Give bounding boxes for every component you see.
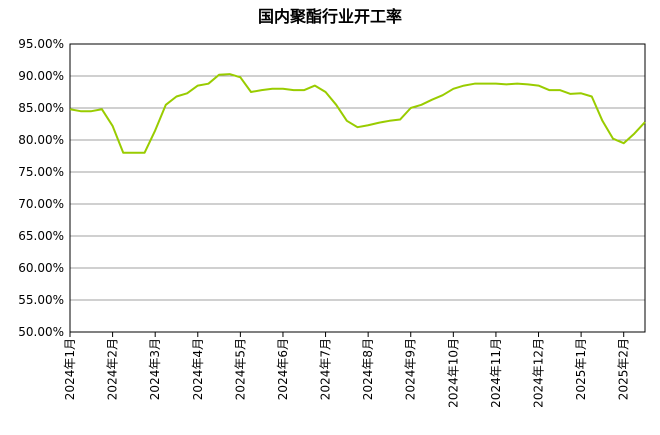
y-tick-label: 70.00%	[18, 197, 64, 211]
y-tick-label: 90.00%	[18, 69, 64, 83]
y-tick-label: 80.00%	[18, 133, 64, 147]
y-tick-label: 65.00%	[18, 229, 64, 243]
x-tick-label: 2024年9月	[404, 338, 418, 400]
chart-title: 国内聚酯行业开工率	[258, 7, 402, 26]
y-tick-label: 95.00%	[18, 37, 64, 51]
y-tick-label: 55.00%	[18, 293, 64, 307]
y-tick-label: 60.00%	[18, 261, 64, 275]
x-tick-label: 2024年6月	[276, 338, 290, 400]
x-tick-label: 2024年3月	[148, 338, 162, 400]
x-tick-label: 2024年4月	[191, 338, 205, 400]
line	[69, 73, 646, 154]
x-tick-label: 2024年5月	[233, 338, 247, 400]
x-tick-label: 2024年10月	[446, 338, 460, 408]
x-tick-label: 2024年7月	[319, 338, 333, 400]
y-tick-label: 85.00%	[18, 101, 64, 115]
plot-border	[69, 43, 646, 333]
x-tick-label: 2024年1月	[63, 338, 77, 400]
y-tick-label: 50.00%	[18, 325, 64, 339]
x-tick-label: 2024年11月	[489, 338, 503, 408]
x-tick-label: 2024年8月	[361, 338, 375, 400]
x-tick-label: 2025年1月	[574, 338, 588, 400]
y-tick-label: 75.00%	[18, 165, 64, 179]
x-tick-label: 2024年2月	[106, 338, 120, 400]
x-tick-label: 2025年2月	[617, 338, 631, 400]
x-tick-label: 2024年12月	[532, 338, 546, 408]
